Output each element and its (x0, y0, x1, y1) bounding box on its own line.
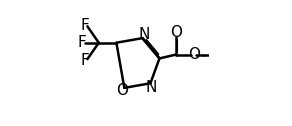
Text: O: O (117, 83, 128, 98)
Text: F: F (77, 35, 86, 50)
Text: F: F (81, 53, 89, 68)
Text: O: O (188, 47, 200, 62)
Text: F: F (81, 18, 89, 33)
Text: N: N (145, 80, 157, 94)
Text: N: N (138, 27, 150, 42)
Text: O: O (170, 25, 182, 40)
